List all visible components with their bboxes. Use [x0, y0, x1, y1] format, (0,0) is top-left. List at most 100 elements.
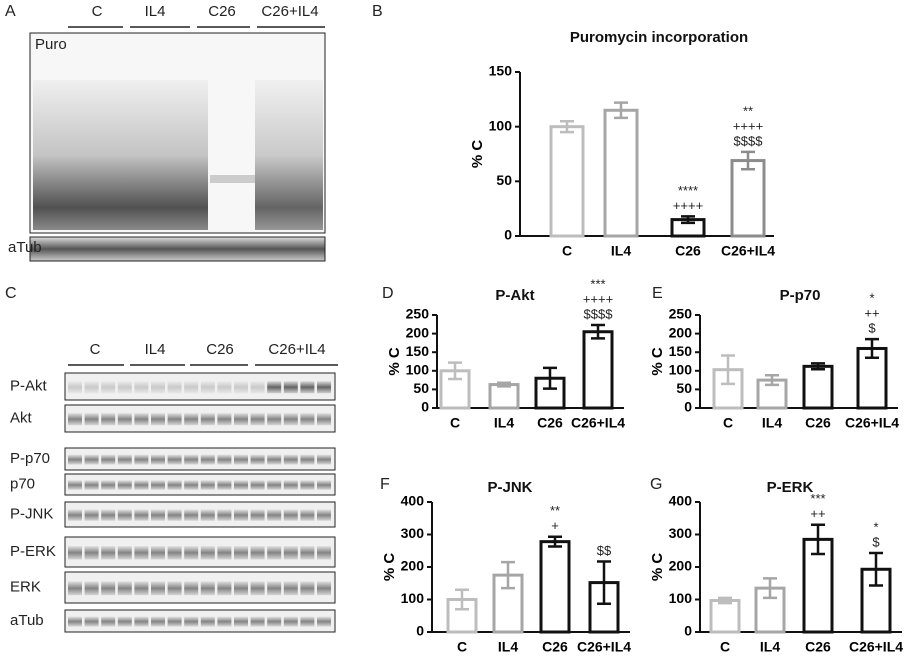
blot-band — [151, 413, 165, 426]
blot-band — [283, 454, 298, 465]
blot-band — [200, 581, 215, 596]
group-label: C26+IL4 — [268, 341, 325, 358]
blot-band — [101, 616, 116, 627]
y-tick-label: 50 — [496, 172, 512, 188]
error-bar — [597, 560, 611, 605]
blot-band — [300, 616, 315, 627]
blot-band — [167, 454, 182, 465]
blot-band — [283, 616, 298, 627]
x-tick-label: C — [450, 415, 460, 431]
blot-band — [101, 454, 116, 465]
blot-band — [250, 454, 265, 465]
significance: ** — [550, 503, 560, 518]
y-axis-label: % C — [649, 347, 666, 376]
y-tick-label: 200 — [406, 324, 430, 340]
blot-band — [117, 413, 132, 426]
blot-band — [84, 413, 99, 426]
x-tick-label: C26+IL4 — [721, 243, 775, 259]
y-tick-label: 100 — [669, 590, 693, 606]
y-tick-label: 250 — [669, 306, 693, 322]
y-tick-label: 0 — [504, 227, 512, 243]
blot-band — [184, 509, 199, 521]
bar — [603, 108, 639, 238]
error-bar — [718, 596, 732, 605]
blot-band — [300, 581, 315, 596]
error-bar — [614, 101, 628, 120]
blot-band — [250, 413, 265, 426]
group-label: C — [90, 341, 101, 358]
group-label: IL4 — [145, 3, 166, 20]
significance: ++++ — [733, 118, 763, 133]
row-label: aTub — [8, 239, 42, 256]
significance: ** — [743, 103, 753, 118]
blot-band — [68, 546, 82, 560]
y-tick-label: 150 — [489, 63, 513, 79]
x-tick-label: C — [723, 415, 733, 431]
significance: ++ — [864, 306, 879, 321]
blot-band — [101, 413, 116, 426]
blot-band — [134, 616, 149, 627]
blot-band — [234, 616, 248, 627]
blot-band — [68, 581, 82, 596]
blot-band — [167, 480, 182, 490]
x-tick-label: C26+IL4 — [849, 639, 903, 655]
blot-band — [200, 454, 215, 465]
x-tick-label: C26 — [675, 243, 701, 259]
blot-band — [267, 581, 282, 596]
blot-band — [250, 546, 265, 560]
row-label: Puro — [35, 36, 67, 53]
error-bar — [811, 362, 825, 371]
blot-band — [184, 616, 199, 627]
blot-band — [267, 480, 282, 490]
blot-band — [151, 509, 165, 521]
blot-band — [101, 581, 116, 596]
row-label: ERK — [10, 578, 41, 595]
blot-band — [300, 546, 315, 560]
group-label: C26 — [208, 3, 236, 20]
error-bar — [741, 150, 755, 171]
row-label: P-p70 — [10, 450, 50, 467]
error-bar — [448, 361, 462, 381]
blot-band — [267, 616, 282, 627]
y-tick-label: 400 — [401, 493, 425, 509]
y-tick-label: 100 — [401, 590, 425, 606]
x-tick-label: C26+IL4 — [571, 415, 625, 431]
blot-band — [134, 546, 149, 560]
blot-band — [250, 581, 265, 596]
bar — [802, 364, 834, 410]
y-axis-label: % C — [386, 347, 403, 376]
blot-band — [184, 480, 199, 490]
blot-band — [134, 480, 149, 490]
y-tick-label: 100 — [489, 117, 513, 133]
chart-title: Puromycin incorporation — [570, 29, 748, 46]
blot-band — [283, 381, 298, 394]
blot-band — [84, 581, 99, 596]
blot-band — [117, 546, 132, 560]
blot-band — [317, 480, 331, 490]
blot-band — [151, 581, 165, 596]
x-tick-label: IL4 — [494, 415, 514, 431]
blot-band — [283, 546, 298, 560]
significance: $$$$ — [734, 133, 764, 148]
blot-band — [317, 616, 331, 627]
blot-band — [267, 546, 282, 560]
blot-band — [68, 413, 82, 426]
blot-band — [184, 546, 199, 560]
significance: ++++ — [583, 291, 613, 306]
error-bar — [560, 119, 574, 134]
bar — [549, 125, 585, 238]
bar — [582, 330, 614, 410]
row-label: P-ERK — [10, 543, 56, 560]
blot-band — [300, 381, 315, 394]
blot-band — [234, 509, 248, 521]
blot-band — [167, 581, 182, 596]
blot-band — [217, 413, 232, 426]
blot-band — [84, 454, 99, 465]
group-lines — [68, 26, 338, 366]
blot-band — [217, 581, 232, 596]
blot-band — [300, 509, 315, 521]
blot-band — [167, 381, 182, 394]
blot-band — [267, 454, 282, 465]
y-tick-label: 100 — [406, 362, 430, 378]
y-tick-label: 150 — [406, 343, 430, 359]
